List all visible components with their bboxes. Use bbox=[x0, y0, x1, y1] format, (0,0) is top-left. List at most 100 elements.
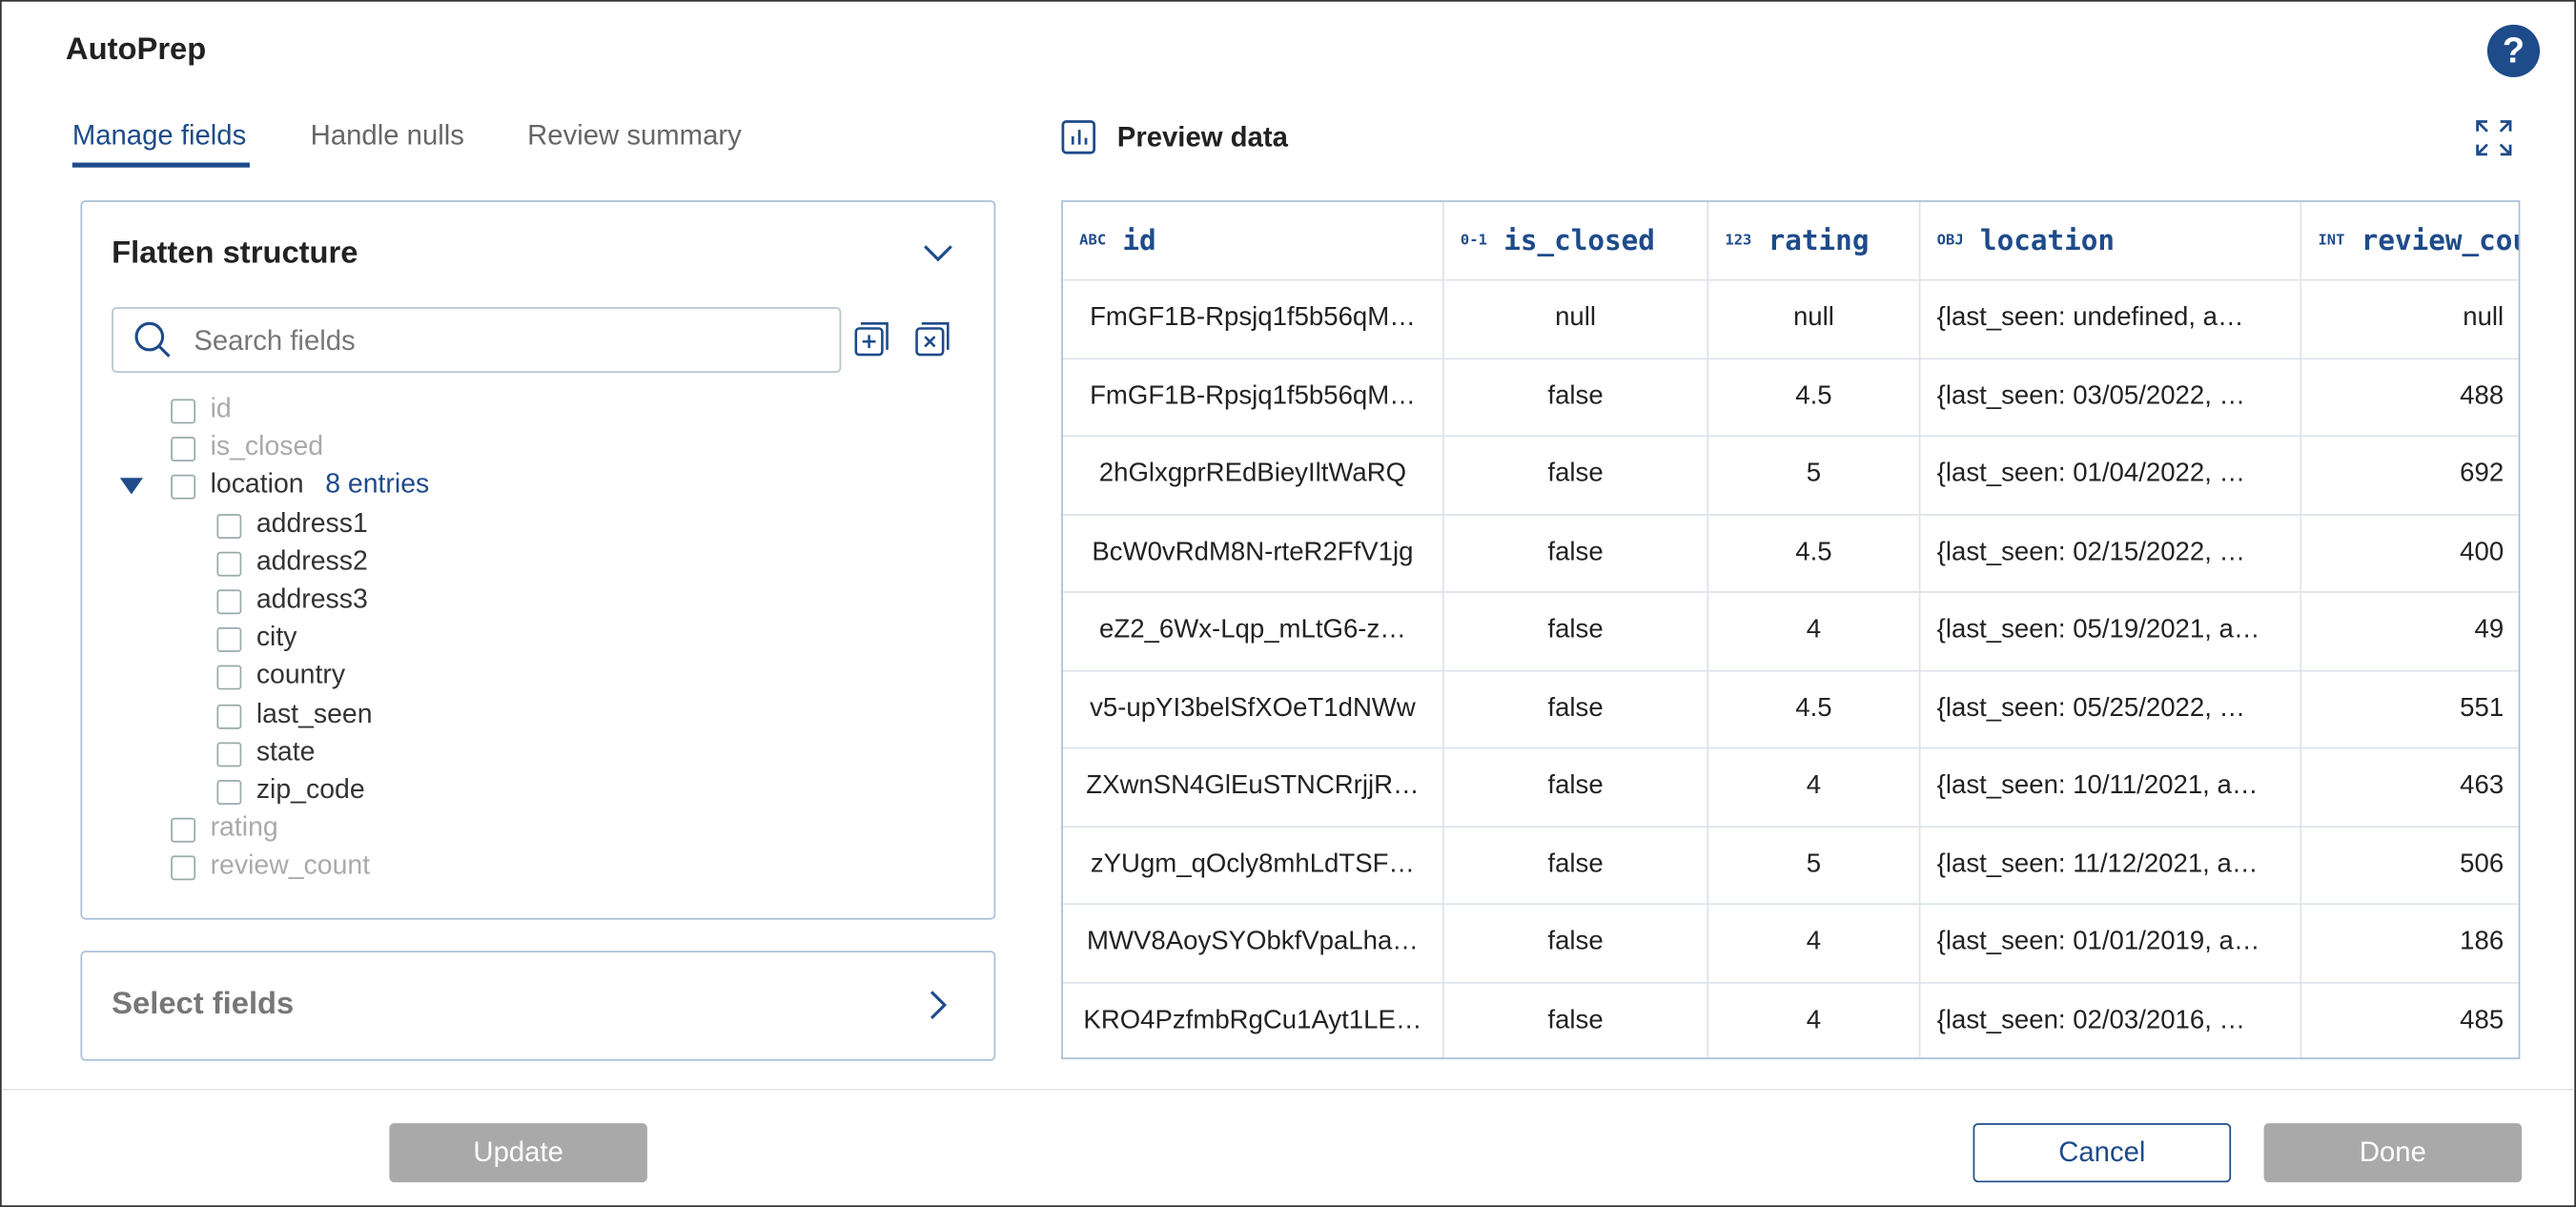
table-cell: MWV8AoySYObkfVpaLha… bbox=[1063, 905, 1444, 983]
field-label: review_count bbox=[211, 851, 371, 883]
table-cell: 4 bbox=[1708, 593, 1920, 671]
table-cell: FmGF1B-Rpsjq1f5b56qM… bbox=[1063, 358, 1444, 437]
table-cell: 4 bbox=[1708, 905, 1920, 983]
table-cell: {last_seen: 11/12/2021, a… bbox=[1920, 827, 2301, 905]
expand-all-icon[interactable] bbox=[852, 322, 889, 358]
tab[interactable]: Manage fields bbox=[72, 120, 246, 153]
type-tag: 123 bbox=[1725, 233, 1751, 249]
table-cell: 5 bbox=[1708, 437, 1920, 515]
checkbox[interactable] bbox=[171, 856, 195, 881]
column-header: ABCid bbox=[1063, 202, 1444, 281]
checkbox[interactable] bbox=[216, 627, 241, 652]
field-label: address1 bbox=[256, 508, 368, 540]
column-header: OBJ location bbox=[1920, 202, 2301, 281]
table-cell: {last_seen: 10/11/2021, a… bbox=[1920, 748, 2301, 827]
footer-divider bbox=[2, 1089, 2575, 1091]
checkbox[interactable] bbox=[216, 665, 241, 690]
table-cell: 5 bbox=[1708, 827, 1920, 905]
checkbox[interactable] bbox=[216, 704, 241, 728]
table-cell: 485 bbox=[2301, 983, 2520, 1059]
table-cell: 186 bbox=[2301, 905, 2520, 983]
column-name: location bbox=[1980, 224, 2115, 256]
table-cell: v5-upYI3belSfXOeT1dNWw bbox=[1063, 671, 1444, 749]
table-cell: null bbox=[1444, 281, 1708, 359]
type-tag: INT bbox=[2318, 233, 2344, 249]
table-cell: ZXwnSN4GlEuSTNCRrjjR… bbox=[1063, 748, 1444, 827]
column-name: is_closed bbox=[1503, 224, 1655, 256]
table-cell: 4.5 bbox=[1708, 358, 1920, 437]
field-label: address2 bbox=[256, 546, 368, 578]
tab[interactable]: Handle nulls bbox=[311, 120, 464, 153]
table-cell: {last_seen: undefined, a… bbox=[1920, 281, 2301, 359]
checkbox[interactable] bbox=[216, 780, 241, 805]
update-button[interactable]: Update bbox=[389, 1123, 647, 1182]
type-tag: OBJ bbox=[1937, 233, 1964, 249]
table-cell: FmGF1B-Rpsjq1f5b56qM… bbox=[1063, 281, 1444, 359]
field-label: zip_code bbox=[256, 775, 365, 807]
checkbox[interactable] bbox=[216, 589, 241, 614]
checkbox[interactable] bbox=[216, 742, 241, 767]
table-cell: false bbox=[1444, 437, 1708, 515]
column-name: id bbox=[1122, 224, 1155, 256]
table-cell: {last_seen: 02/15/2022, … bbox=[1920, 515, 2301, 593]
collapse-icon[interactable] bbox=[922, 241, 954, 264]
checkbox[interactable] bbox=[171, 399, 195, 424]
table-cell: {last_seen: 02/03/2016, … bbox=[1920, 983, 2301, 1059]
table-cell: 2hGlxgprREdBieyIltWaRQ bbox=[1063, 437, 1444, 515]
tab[interactable]: Review summary bbox=[527, 120, 742, 153]
table-cell: 463 bbox=[2301, 748, 2520, 827]
preview-icon bbox=[1061, 120, 1097, 156]
table-cell: false bbox=[1444, 671, 1708, 749]
preview-table: ABCid0-1is_closed 123 rating OBJ location INT… bbox=[1061, 200, 2520, 1059]
table-cell: 4.5 bbox=[1708, 515, 1920, 593]
field-label: address3 bbox=[256, 584, 368, 616]
checkbox[interactable] bbox=[171, 437, 195, 461]
table-cell: 4.5 bbox=[1708, 671, 1920, 749]
column-header: INT review_count bbox=[2301, 202, 2520, 281]
column-name: review_count bbox=[2361, 224, 2521, 256]
table-cell: BcW0vRdM8N-rteR2FfV1jg bbox=[1063, 515, 1444, 593]
table-cell: 4 bbox=[1708, 748, 1920, 827]
expand-toggle[interactable] bbox=[118, 477, 145, 497]
collapse-all-icon[interactable] bbox=[913, 322, 950, 358]
table-cell: eZ2_6Wx-Lqp_mLtG6-z… bbox=[1063, 593, 1444, 671]
entry-count: 8 entries bbox=[325, 470, 429, 501]
table-cell: false bbox=[1444, 983, 1708, 1059]
dialog-title: AutoPrep bbox=[66, 32, 206, 69]
field-label: country bbox=[256, 661, 345, 692]
tab-underline bbox=[72, 163, 250, 168]
table-cell: zYUgm_qOcly8mhLdTSF… bbox=[1063, 827, 1444, 905]
search-icon bbox=[133, 320, 173, 359]
table-cell: {last_seen: 01/01/2019, a… bbox=[1920, 905, 2301, 983]
panel-title: Flatten structure bbox=[112, 236, 358, 273]
field-label: id bbox=[211, 394, 232, 425]
preview-title: Preview data bbox=[1117, 121, 1288, 153]
field-label: rating bbox=[211, 813, 278, 845]
checkbox[interactable] bbox=[216, 513, 241, 538]
checkbox[interactable] bbox=[171, 475, 195, 500]
table-cell: 506 bbox=[2301, 827, 2520, 905]
column-name: rating bbox=[1768, 224, 1870, 256]
help-button[interactable]: ? bbox=[2487, 25, 2540, 77]
cancel-button[interactable]: Cancel bbox=[1973, 1123, 2232, 1182]
search-placeholder: Search fields bbox=[194, 325, 355, 358]
table-cell: 400 bbox=[2301, 515, 2520, 593]
column-header: 0-1is_closed bbox=[1444, 202, 1708, 281]
expand-icon bbox=[927, 989, 950, 1021]
table-cell: {last_seen: 05/19/2021, a… bbox=[1920, 593, 2301, 671]
fullscreen-icon[interactable] bbox=[2476, 120, 2512, 156]
checkbox[interactable] bbox=[171, 818, 195, 843]
field-label: city bbox=[256, 623, 297, 654]
table-cell: 49 bbox=[2301, 593, 2520, 671]
table-cell: false bbox=[1444, 515, 1708, 593]
field-label: state bbox=[256, 737, 316, 768]
table-cell: {last_seen: 03/05/2022, … bbox=[1920, 358, 2301, 437]
table-cell: false bbox=[1444, 748, 1708, 827]
table-cell: {last_seen: 05/25/2022, … bbox=[1920, 671, 2301, 749]
table-cell: 488 bbox=[2301, 358, 2520, 437]
done-button[interactable]: Done bbox=[2264, 1123, 2523, 1182]
table-cell: {last_seen: 01/04/2022, … bbox=[1920, 437, 2301, 515]
table-cell: false bbox=[1444, 593, 1708, 671]
checkbox[interactable] bbox=[216, 551, 241, 576]
